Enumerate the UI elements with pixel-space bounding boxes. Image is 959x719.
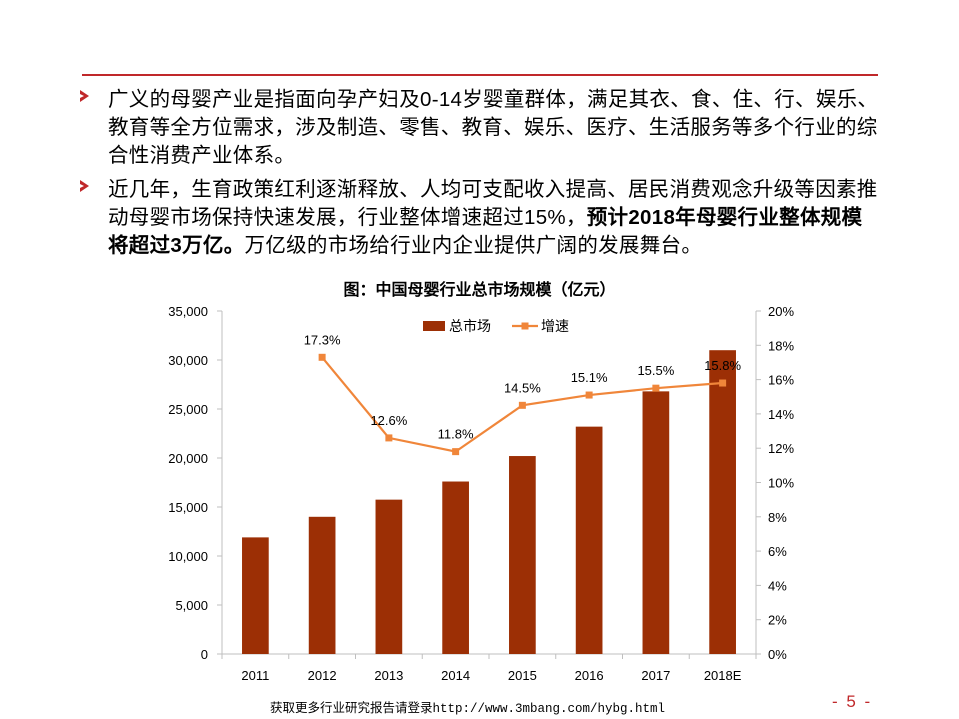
bar-total-market (242, 537, 269, 654)
x-tick-label: 2011 (241, 668, 269, 683)
bar-total-market (575, 426, 603, 654)
y-right-tick-label: 18% (768, 338, 794, 353)
bar-total-market (509, 456, 536, 654)
y-right-tick-label: 6% (768, 544, 787, 559)
growth-rate-point (452, 448, 460, 456)
y-right-tick-label: 8% (768, 510, 787, 525)
y-left-tick-label: 20,000 (168, 451, 208, 466)
footer-prefix: 获取更多行业研究报告请登录 (270, 700, 433, 715)
y-left-tick-label: 35,000 (168, 304, 208, 319)
header-rule (82, 74, 878, 76)
footer-source: 获取更多行业研究报告请登录http://www.3mbang.com/hybg.… (270, 697, 665, 716)
growth-rate-point (318, 353, 326, 361)
growth-rate-point (585, 391, 593, 399)
chart-title: 图：中国母婴行业总市场规模（亿元） (343, 282, 616, 299)
y-right-tick-label: 4% (768, 578, 787, 593)
bullet-point-1: 广义的母婴产业是指面向孕产妇及0-14岁婴童群体，满足其衣、食、住、行、娱乐、教… (80, 86, 880, 170)
x-tick-label: 2018E (704, 668, 742, 683)
x-tick-label: 2016 (575, 668, 604, 683)
legend-line-marker (521, 322, 529, 330)
bullet-text-tail: 万亿级的市场给行业内企业提供广阔的发展舞台。 (244, 234, 703, 257)
y-left-tick-label: 30,000 (168, 353, 208, 368)
y-left-tick-label: 0 (201, 647, 208, 662)
bar-total-market (375, 499, 403, 654)
growth-rate-label: 15.5% (637, 363, 674, 378)
footer-url[interactable]: http://www.3mbang.com/hybg.html (432, 702, 666, 716)
growth-rate-label: 12.6% (370, 413, 407, 428)
legend-line-label: 增速 (541, 318, 569, 334)
page-number: - 5 - (832, 692, 873, 711)
bullet-text-regular: 近几年，生育政策红利逐渐释放、人均可支配收入提高、居民消费观念升级等因素推动母婴… (108, 178, 878, 229)
arrow-bullet-icon (80, 90, 89, 102)
growth-rate-label: 15.1% (571, 370, 608, 385)
y-right-tick-label: 12% (768, 441, 794, 456)
y-right-tick-label: 16% (768, 373, 794, 388)
growth-rate-point (518, 401, 526, 409)
growth-rate-label: 15.8% (704, 358, 741, 373)
bullet-text: 近几年，生育政策红利逐渐释放、人均可支配收入提高、居民消费观念升级等因素推动母婴… (108, 176, 880, 260)
bullet-text-bold: 预计2018年母婴行业整体规模将超过3万亿。 (108, 206, 863, 257)
x-tick-label: 2015 (508, 668, 537, 683)
growth-rate-label: 11.8% (438, 427, 474, 442)
legend-bar-label: 总市场 (449, 318, 491, 334)
x-tick-label: 2013 (374, 668, 403, 683)
y-right-tick-label: 2% (768, 613, 787, 628)
growth-rate-point (385, 434, 393, 442)
y-right-tick-label: 20% (768, 304, 794, 319)
growth-rate-label: 14.5% (504, 380, 541, 395)
growth-rate-point (652, 384, 660, 392)
x-tick-label: 2012 (308, 668, 337, 683)
y-right-tick-label: 0% (768, 647, 787, 662)
legend-bar-swatch (423, 321, 445, 331)
y-left-tick-label: 5,000 (175, 598, 208, 613)
bar-total-market (709, 350, 736, 654)
bar-total-market (642, 391, 670, 654)
growth-rate-point (719, 379, 727, 387)
bar-total-market (308, 516, 336, 654)
y-left-tick-label: 10,000 (168, 549, 208, 564)
bullet-point-2: 近几年，生育政策红利逐渐释放、人均可支配收入提高、居民消费观念升级等因素推动母婴… (80, 176, 880, 260)
x-tick-label: 2017 (641, 668, 670, 683)
bar-total-market (442, 481, 469, 654)
y-right-tick-label: 14% (768, 407, 794, 422)
x-tick-label: 2014 (441, 668, 470, 683)
y-right-tick-label: 10% (768, 476, 794, 491)
bullet-text: 广义的母婴产业是指面向孕产妇及0-14岁婴童群体，满足其衣、食、住、行、娱乐、教… (108, 88, 879, 167)
arrow-bullet-icon (80, 180, 89, 192)
y-left-tick-label: 15,000 (168, 500, 208, 515)
y-left-tick-label: 25,000 (168, 402, 208, 417)
growth-rate-label: 17.3% (304, 332, 341, 347)
